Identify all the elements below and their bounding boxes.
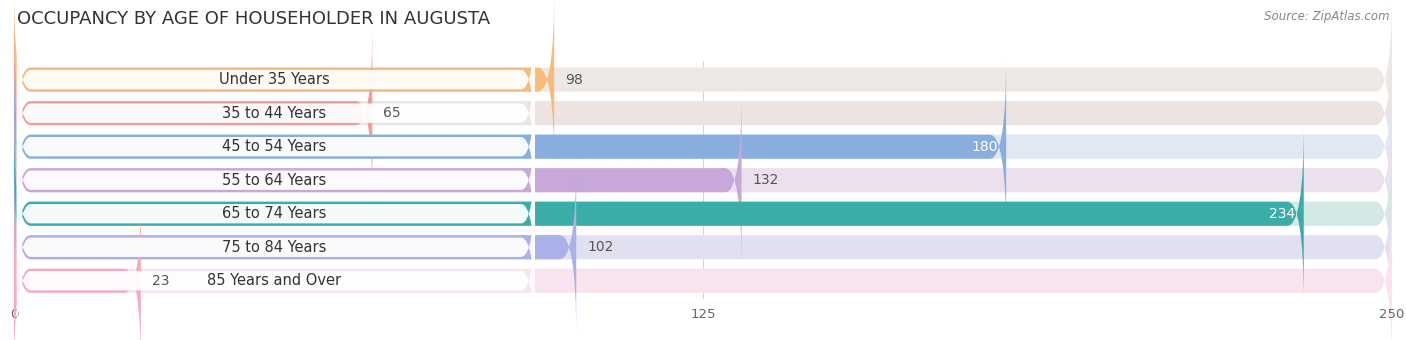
Text: 234: 234 bbox=[1270, 207, 1295, 221]
Text: 75 to 84 Years: 75 to 84 Years bbox=[222, 240, 326, 255]
FancyBboxPatch shape bbox=[14, 58, 1007, 235]
FancyBboxPatch shape bbox=[14, 159, 576, 336]
Text: 132: 132 bbox=[752, 173, 779, 187]
Text: OCCUPANCY BY AGE OF HOUSEHOLDER IN AUGUSTA: OCCUPANCY BY AGE OF HOUSEHOLDER IN AUGUS… bbox=[17, 10, 491, 28]
FancyBboxPatch shape bbox=[14, 125, 1392, 302]
FancyBboxPatch shape bbox=[14, 192, 1392, 340]
FancyBboxPatch shape bbox=[17, 106, 534, 254]
FancyBboxPatch shape bbox=[17, 140, 534, 288]
FancyBboxPatch shape bbox=[17, 173, 534, 321]
FancyBboxPatch shape bbox=[14, 159, 1392, 336]
Text: 65: 65 bbox=[384, 106, 401, 120]
FancyBboxPatch shape bbox=[14, 92, 1392, 269]
FancyBboxPatch shape bbox=[17, 5, 534, 154]
FancyBboxPatch shape bbox=[14, 58, 1392, 235]
FancyBboxPatch shape bbox=[14, 25, 1392, 202]
Text: 85 Years and Over: 85 Years and Over bbox=[208, 273, 342, 288]
Text: 102: 102 bbox=[588, 240, 613, 254]
FancyBboxPatch shape bbox=[14, 25, 373, 202]
FancyBboxPatch shape bbox=[17, 207, 534, 340]
FancyBboxPatch shape bbox=[17, 72, 534, 221]
FancyBboxPatch shape bbox=[14, 0, 554, 168]
Text: 180: 180 bbox=[972, 140, 998, 154]
Text: 45 to 54 Years: 45 to 54 Years bbox=[222, 139, 326, 154]
Text: 65 to 74 Years: 65 to 74 Years bbox=[222, 206, 326, 221]
FancyBboxPatch shape bbox=[17, 39, 534, 187]
Text: 35 to 44 Years: 35 to 44 Years bbox=[222, 106, 326, 121]
Text: Under 35 Years: Under 35 Years bbox=[219, 72, 330, 87]
FancyBboxPatch shape bbox=[14, 192, 141, 340]
Text: Source: ZipAtlas.com: Source: ZipAtlas.com bbox=[1264, 10, 1389, 23]
Text: 23: 23 bbox=[152, 274, 169, 288]
FancyBboxPatch shape bbox=[14, 92, 741, 269]
Text: 55 to 64 Years: 55 to 64 Years bbox=[222, 173, 326, 188]
FancyBboxPatch shape bbox=[14, 0, 1392, 168]
FancyBboxPatch shape bbox=[14, 125, 1303, 302]
Text: 98: 98 bbox=[565, 73, 583, 87]
